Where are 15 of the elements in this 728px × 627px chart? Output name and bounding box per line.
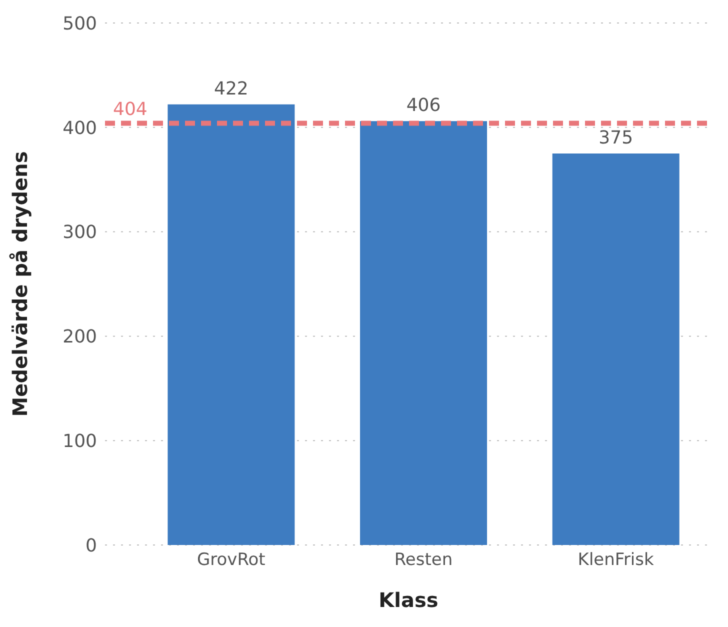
x-tick-label: KlenFrisk bbox=[578, 550, 654, 570]
y-tick-label: 100 bbox=[62, 430, 97, 452]
y-tick-label: 300 bbox=[62, 222, 97, 244]
data-label: 375 bbox=[598, 128, 634, 148]
y-tick-label: 200 bbox=[62, 326, 97, 348]
ref-line-label: 404 bbox=[113, 99, 148, 120]
data-label: 406 bbox=[406, 95, 441, 116]
y-tick-label: 0 bbox=[86, 535, 97, 556]
data-label: 422 bbox=[214, 78, 248, 100]
y-axis-title: Medelvärde på drydens bbox=[8, 151, 32, 417]
x-tick-label: Resten bbox=[394, 550, 453, 570]
y-tick-label: 400 bbox=[62, 118, 97, 139]
y-tick-label: 500 bbox=[62, 13, 97, 34]
x-axis-title: Klass bbox=[378, 588, 438, 612]
x-tick-label: GrovRot bbox=[196, 550, 266, 570]
